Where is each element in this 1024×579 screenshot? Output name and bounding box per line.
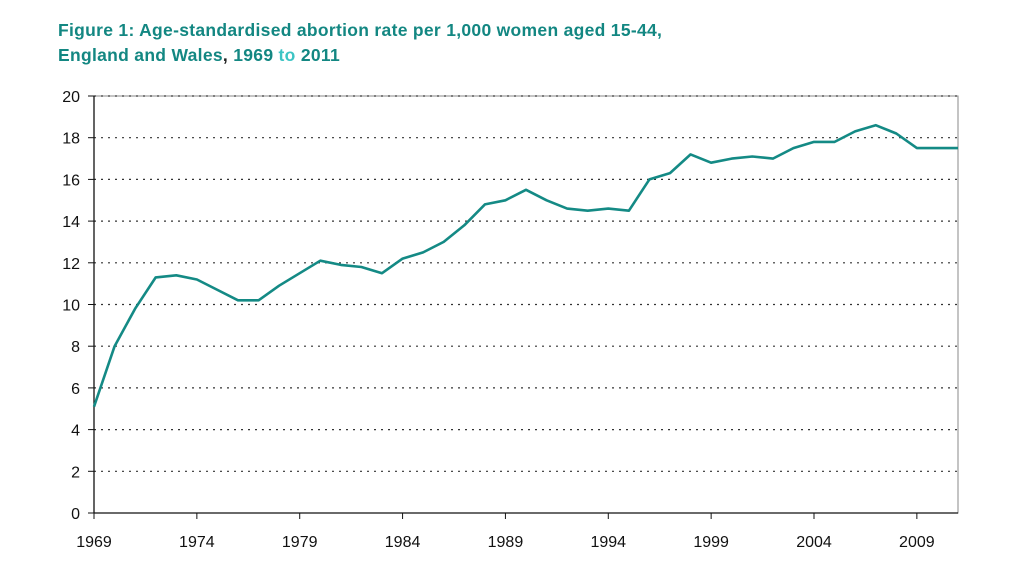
x-tick-label: 2004 (796, 534, 832, 551)
series-line (92, 123, 958, 408)
y-tick-label: 2 (71, 464, 80, 481)
y-tick-label: 16 (62, 172, 80, 189)
y-tick-label: 20 (62, 89, 80, 106)
title-line-2: England and Wales, 1969 to 2011 (58, 43, 662, 68)
title-region: England and Wales (58, 45, 223, 65)
x-tick-label: 1989 (488, 534, 524, 551)
x-tick-label: 1974 (179, 534, 215, 551)
x-tick-label: 1969 (76, 534, 112, 551)
title-to: to (278, 45, 296, 65)
x-tick-label: 1999 (693, 534, 729, 551)
y-tick-label: 12 (62, 256, 80, 273)
y-tick-label: 6 (71, 381, 80, 398)
x-tick-label: 2009 (899, 534, 935, 551)
y-tick-label: 10 (62, 298, 80, 315)
y-tick-label: 18 (62, 131, 80, 148)
x-tick-label: 1979 (282, 534, 318, 551)
title-end-year: 2011 (295, 45, 340, 65)
x-tick-label: 1984 (385, 534, 421, 551)
plot-frame (93, 95, 959, 514)
y-tick-label: 0 (71, 506, 80, 523)
y-tick-label: 8 (71, 339, 80, 356)
x-tick-label: 1994 (590, 534, 626, 551)
chart-title: Figure 1: Age-standardised abortion rate… (58, 18, 662, 68)
title-comma: , (222, 45, 229, 65)
y-tick-label: 14 (62, 214, 80, 231)
y-tick-label: 4 (71, 423, 80, 440)
title-line-1: Figure 1: Age-standardised abortion rate… (58, 20, 663, 40)
title-start-year: 1969 (228, 45, 279, 65)
